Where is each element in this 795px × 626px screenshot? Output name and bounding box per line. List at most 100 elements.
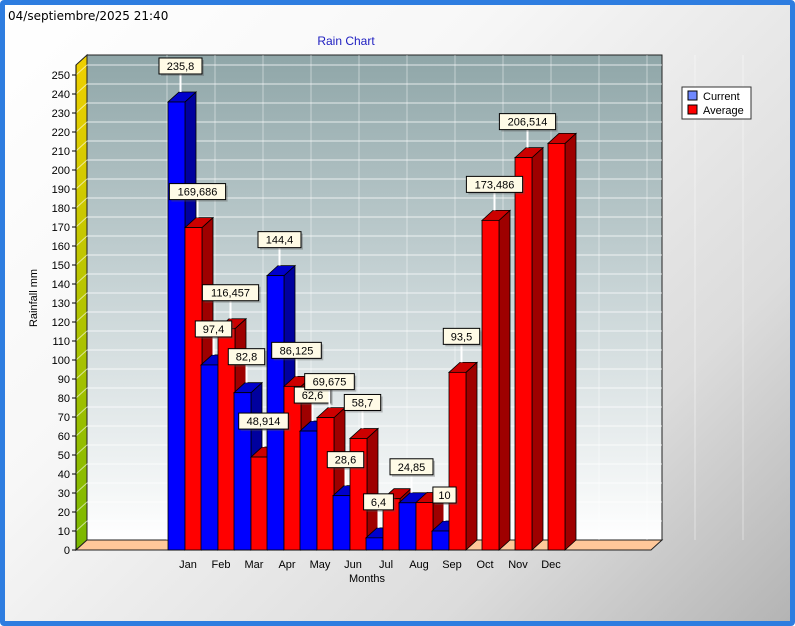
y-tick-label: 130 (52, 298, 70, 310)
y-tick-label: 90 (58, 374, 70, 386)
grid-line (75, 501, 88, 513)
grid-line (75, 235, 88, 247)
bar-average (447, 361, 479, 551)
data-label: 173,486 (465, 175, 525, 211)
data-label: 97,4 (194, 320, 234, 355)
bars (166, 91, 578, 551)
legend: Current Average (681, 86, 752, 120)
y-tick-label: 110 (52, 336, 70, 348)
grid-line (75, 254, 88, 266)
bar-average (480, 209, 512, 551)
svg-text:62,6: 62,6 (302, 390, 323, 402)
bar-average (513, 146, 545, 551)
x-tick-label: Sep (442, 559, 462, 571)
y-tick-label: 0 (64, 545, 70, 557)
grid-line (75, 216, 88, 228)
left-wall (75, 53, 88, 552)
y-tick-label: 80 (58, 393, 70, 405)
y-tick-label: 20 (58, 507, 70, 519)
grid-line (75, 83, 88, 95)
y-tick-label: 10 (58, 526, 70, 538)
grid-line (75, 64, 88, 76)
data-label: 116,457 (201, 284, 261, 319)
data-label: 58,7 (343, 393, 383, 429)
grid-line (75, 368, 88, 380)
grid-line (75, 159, 88, 171)
legend-swatch-current (687, 90, 698, 101)
data-label: 62,6 (293, 386, 333, 422)
y-tick-label: 220 (52, 127, 70, 139)
x-tick-label: Nov (508, 559, 528, 571)
x-tick-label: Jun (344, 559, 362, 571)
y-tick-label: 40 (58, 469, 70, 481)
y-tick-label: 210 (52, 146, 70, 158)
svg-text:173,486: 173,486 (475, 179, 515, 191)
svg-text:86,125: 86,125 (280, 345, 314, 357)
y-tick-label: 100 (52, 355, 70, 367)
data-label: 24,85 (389, 458, 435, 493)
data-label: 93,5 (442, 327, 482, 363)
grid-line (75, 178, 88, 190)
grid-line (75, 406, 88, 418)
grid-line (75, 425, 88, 437)
data-labels: 235,8 169,686 97,4 116,457 82,8 48,914 144,4 86… (158, 57, 558, 528)
y-tick-label: 230 (52, 108, 70, 120)
grid-line (75, 349, 88, 361)
y-tick-label: 70 (58, 412, 70, 424)
svg-text:235,8: 235,8 (167, 61, 195, 73)
grid-line (75, 197, 88, 209)
data-label: 82,8 (227, 348, 267, 383)
svg-text:97,4: 97,4 (203, 324, 224, 336)
svg-text:58,7: 58,7 (352, 397, 373, 409)
svg-text:169,686: 169,686 (178, 187, 218, 199)
chart-title: Rain Chart (317, 34, 375, 48)
data-label: 28,6 (326, 451, 366, 486)
y-tick-label: 180 (52, 203, 70, 215)
y-tick-label: 170 (52, 222, 70, 234)
x-tick-label: Oct (476, 559, 493, 571)
data-label: 69,675 (304, 373, 357, 408)
y-axis: 0 10 20 30 40 50 60 70 80 90 100 110 120 130 140 150 160… (52, 70, 76, 557)
x-tick-label: Apr (278, 559, 295, 571)
y-tick-label: 190 (52, 184, 70, 196)
x-tick-label: Dec (541, 559, 561, 571)
y-tick-label: 60 (58, 431, 70, 443)
data-label: 86,125 (271, 341, 324, 377)
grid-line (75, 102, 88, 114)
svg-text:82,8: 82,8 (236, 352, 257, 364)
x-tick-label: Aug (409, 559, 429, 571)
grid-line (75, 444, 88, 456)
svg-text:28,6: 28,6 (335, 455, 356, 467)
grid-line (75, 520, 88, 532)
x-axis-label: Months (349, 573, 386, 585)
svg-text:48,914: 48,914 (247, 416, 281, 428)
svg-text:24,85: 24,85 (398, 462, 426, 474)
x-tick-label: Jul (379, 559, 393, 571)
x-axis: Jan Feb Mar Apr May Jun Jul Aug Sep Oct Nov Dec (179, 559, 561, 571)
legend-label-average: Average (703, 105, 744, 117)
y-tick-label: 30 (58, 488, 70, 500)
grid-line (75, 463, 88, 475)
x-tick-label: Feb (212, 559, 231, 571)
data-label: 48,914 (238, 412, 291, 448)
legend-label-current: Current (703, 91, 740, 103)
data-label: 235,8 (158, 57, 204, 92)
data-label: 169,686 (168, 183, 228, 218)
svg-text:10: 10 (438, 490, 450, 502)
svg-text:144,4: 144,4 (266, 235, 294, 247)
svg-text:116,457: 116,457 (211, 288, 250, 300)
y-tick-label: 200 (52, 165, 70, 177)
data-label: 206,514 (498, 113, 558, 148)
grid-line (75, 140, 88, 152)
x-tick-label: Mar (245, 559, 264, 571)
svg-text:206,514: 206,514 (508, 117, 548, 129)
y-tick-label: 240 (52, 89, 70, 101)
grid-line (75, 121, 88, 133)
grid-line (75, 387, 88, 399)
svg-text:69,675: 69,675 (313, 377, 347, 389)
grid-line (75, 482, 88, 494)
y-tick-label: 140 (52, 279, 70, 291)
x-tick-label: Jan (179, 559, 197, 571)
x-tick-label: May (310, 559, 331, 571)
